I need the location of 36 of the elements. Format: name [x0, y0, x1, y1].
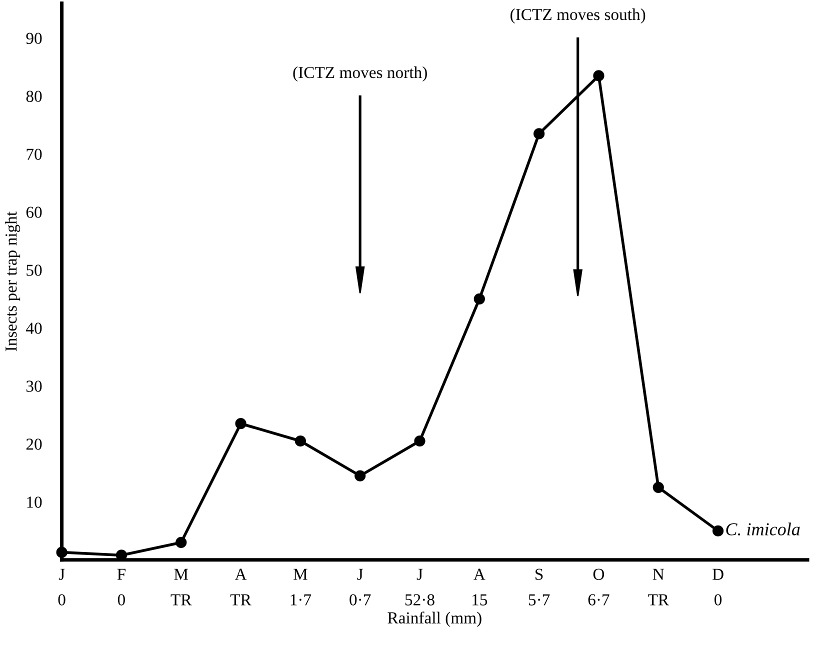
- x-tick-label: N TR: [648, 568, 669, 606]
- point: [176, 536, 187, 548]
- y-tick-label: 80: [26, 90, 42, 102]
- y-tick-label: 40: [26, 322, 42, 334]
- y-tick-label: 20: [26, 438, 42, 450]
- x-tick-label: A 15: [472, 568, 488, 606]
- annotation: (ICTZ moves north): [293, 66, 427, 82]
- series-label: C. imicola: [726, 522, 800, 536]
- x-tick-label: M TR: [170, 568, 192, 606]
- point: [235, 418, 246, 430]
- point: [652, 482, 664, 493]
- y-tick-label: 60: [26, 206, 42, 218]
- y-tick-label: 30: [26, 380, 42, 392]
- y-tick-label: 10: [27, 496, 42, 508]
- point: [593, 70, 604, 82]
- point: [294, 435, 306, 447]
- x-tick-label: J 52·8: [405, 568, 434, 606]
- point: [354, 470, 366, 482]
- x-axis-title: Rainfall (mm): [388, 612, 482, 627]
- point: [534, 128, 545, 140]
- x-tick-label: J 0·7: [350, 568, 371, 606]
- y-tick-label: 50: [26, 264, 42, 276]
- x-tick-label: M 1·7: [290, 568, 312, 606]
- x-tick-label: S 5·7: [528, 568, 550, 606]
- x-tick-label: A TR: [230, 568, 252, 606]
- annotation: (ICTZ moves south): [510, 8, 646, 24]
- point: [474, 293, 485, 305]
- point: [712, 525, 724, 536]
- y-tick-label: 90: [26, 32, 42, 44]
- x-tick-label: J 0: [58, 568, 66, 606]
- point: [414, 435, 426, 447]
- x-tick-label: F 0: [117, 568, 126, 606]
- x-tick-label: D 0: [712, 568, 724, 606]
- y-tick-label: 70: [26, 148, 42, 160]
- x-tick-label: O 6·7: [588, 568, 610, 606]
- y-axis-title: Insects per trap night: [4, 212, 20, 352]
